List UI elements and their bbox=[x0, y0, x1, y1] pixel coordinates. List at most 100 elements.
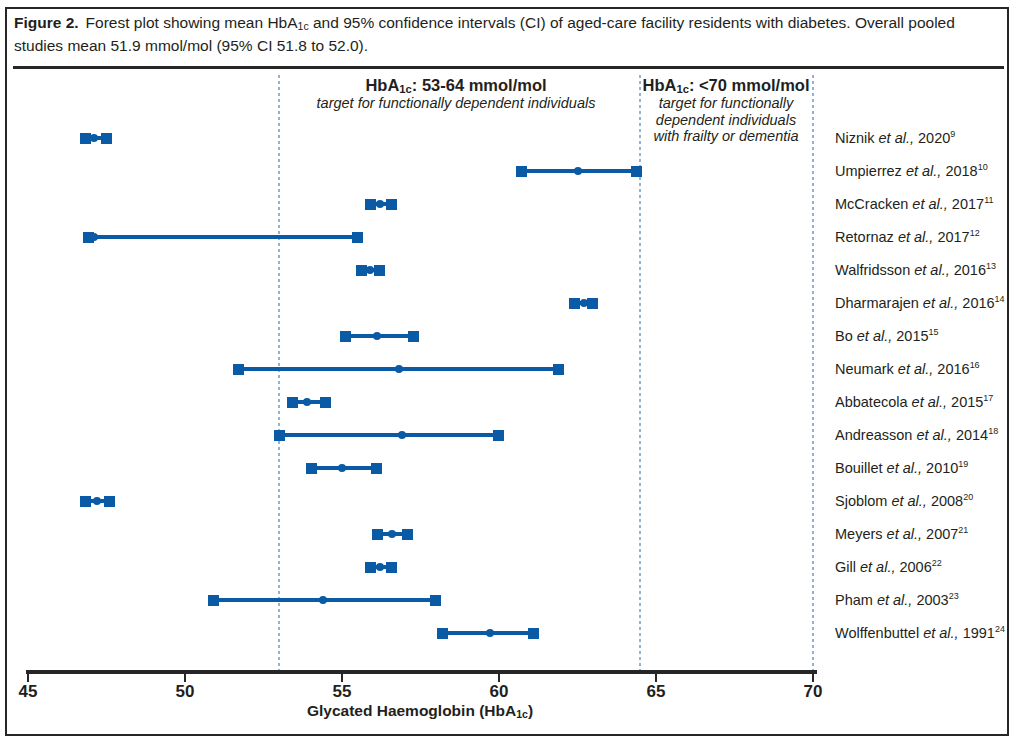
annotation-subtitle: dependent individuals bbox=[641, 112, 811, 129]
ci-cap-left bbox=[372, 529, 383, 540]
etal-text: et al., bbox=[877, 592, 917, 608]
study-label: Dharmarajen et al., 201614 bbox=[835, 295, 1005, 311]
reference-number: 23 bbox=[949, 591, 959, 601]
x-axis-tick-label: 60 bbox=[477, 682, 521, 702]
x-axis-tick-label: 65 bbox=[634, 682, 678, 702]
reference-line-53 bbox=[278, 75, 280, 672]
reference-number: 15 bbox=[929, 327, 939, 337]
ci-line bbox=[88, 235, 358, 239]
x-axis-title-text-2: ) bbox=[528, 702, 533, 719]
ci-cap-right bbox=[528, 628, 539, 639]
annotation-subtitle: target for functionally dependent indivi… bbox=[278, 95, 634, 112]
reference-number: 12 bbox=[970, 228, 980, 238]
ci-cap-left bbox=[356, 265, 367, 276]
reference-number: 17 bbox=[983, 393, 993, 403]
etal-text: et al., bbox=[887, 526, 927, 542]
reference-number: 9 bbox=[950, 129, 955, 139]
mean-marker bbox=[376, 200, 384, 208]
ci-cap-right bbox=[374, 265, 385, 276]
reference-number: 14 bbox=[995, 294, 1005, 304]
forest-plot-area: HbA1c: 53-64 mmol/mol target for functio… bbox=[0, 0, 1017, 746]
etal-text: et al., bbox=[898, 361, 938, 377]
mean-marker bbox=[338, 464, 346, 472]
reference-number: 24 bbox=[995, 624, 1005, 634]
ci-cap-right bbox=[631, 166, 642, 177]
x-axis-tick bbox=[812, 673, 815, 682]
reference-number: 16 bbox=[970, 360, 980, 370]
x-axis-tick-label: 70 bbox=[791, 682, 835, 702]
reference-number: 21 bbox=[958, 525, 968, 535]
etal-text: et al., bbox=[923, 295, 963, 311]
reference-number: 22 bbox=[932, 558, 942, 568]
x-axis-tick bbox=[341, 673, 344, 682]
mean-marker bbox=[90, 233, 98, 241]
mean-marker bbox=[398, 431, 406, 439]
ci-cap-right bbox=[352, 232, 363, 243]
ci-cap-right bbox=[493, 430, 504, 441]
ci-cap-right bbox=[320, 397, 331, 408]
x-axis-tick-label: 50 bbox=[163, 682, 207, 702]
reference-number: 20 bbox=[963, 492, 973, 502]
annotation-title-text-2: : 53-64 mmol/mol bbox=[412, 76, 547, 94]
ci-cap-left bbox=[233, 364, 244, 375]
annotation-target-frailty: HbA1c: <70 mmol/mol target for functiona… bbox=[641, 76, 811, 145]
study-label: Umpierrez et al., 201810 bbox=[835, 163, 988, 179]
mean-marker bbox=[319, 596, 327, 604]
study-label: Neumark et al., 201616 bbox=[835, 361, 980, 377]
ci-cap-left bbox=[274, 430, 285, 441]
ci-cap-left bbox=[365, 199, 376, 210]
ci-line bbox=[279, 433, 499, 437]
ci-cap-right bbox=[587, 298, 598, 309]
x-axis-tick bbox=[184, 673, 187, 682]
mean-marker bbox=[580, 299, 588, 307]
reference-number: 10 bbox=[978, 162, 988, 172]
etal-text: et al., bbox=[916, 427, 956, 443]
annotation-title-text: HbA bbox=[643, 76, 677, 94]
study-label: Bouillet et al., 201019 bbox=[835, 460, 968, 476]
etal-text: et al., bbox=[879, 130, 919, 146]
mean-marker bbox=[395, 365, 403, 373]
reference-number: 18 bbox=[988, 426, 998, 436]
annotation-title: HbA1c: 53-64 mmol/mol bbox=[278, 76, 634, 95]
ci-cap-left bbox=[208, 595, 219, 606]
subscript-1c: 1c bbox=[676, 83, 688, 95]
etal-text: et al., bbox=[857, 328, 897, 344]
ci-cap-left bbox=[80, 496, 91, 507]
mean-marker bbox=[373, 332, 381, 340]
study-label: Meyers et al., 200721 bbox=[835, 526, 968, 542]
study-label: Niznik et al., 20209 bbox=[835, 130, 955, 146]
x-axis-title: Glycated Haemoglobin (HbA1c) bbox=[120, 702, 720, 720]
ci-cap-left bbox=[306, 463, 317, 474]
mean-marker bbox=[376, 563, 384, 571]
x-axis-tick bbox=[655, 673, 658, 682]
annotation-title: HbA1c: <70 mmol/mol bbox=[641, 76, 811, 95]
etal-text: et al., bbox=[891, 493, 931, 509]
etal-text: et al., bbox=[912, 196, 952, 212]
etal-text: et al., bbox=[923, 625, 963, 641]
etal-text: et al., bbox=[860, 559, 900, 575]
ci-cap-right bbox=[402, 529, 413, 540]
annotation-subtitle: with frailty or dementia bbox=[641, 128, 811, 145]
ci-cap-right bbox=[386, 199, 397, 210]
x-axis-tick bbox=[498, 673, 501, 682]
mean-marker bbox=[486, 629, 494, 637]
study-label: Pham et al., 200323 bbox=[835, 592, 959, 608]
annotation-title-text-2: : <70 mmol/mol bbox=[689, 76, 810, 94]
ci-cap-left bbox=[340, 331, 351, 342]
etal-text: et al., bbox=[914, 262, 954, 278]
mean-marker bbox=[574, 167, 582, 175]
study-label: McCracken et al., 201711 bbox=[835, 196, 993, 212]
mean-marker bbox=[388, 530, 396, 538]
x-axis-tick-label: 45 bbox=[6, 682, 50, 702]
ci-cap-right bbox=[104, 496, 115, 507]
mean-marker bbox=[90, 134, 98, 142]
ci-cap-left bbox=[80, 133, 91, 144]
etal-text: et al., bbox=[912, 394, 952, 410]
ci-cap-left bbox=[287, 397, 298, 408]
annotation-title-text: HbA bbox=[365, 76, 399, 94]
x-axis-tick bbox=[27, 673, 30, 682]
x-axis-title-text: Glycated Haemoglobin (HbA bbox=[307, 702, 516, 719]
reference-number: 19 bbox=[958, 459, 968, 469]
ci-cap-right bbox=[371, 463, 382, 474]
study-label: Retornaz et al., 201712 bbox=[835, 229, 980, 245]
